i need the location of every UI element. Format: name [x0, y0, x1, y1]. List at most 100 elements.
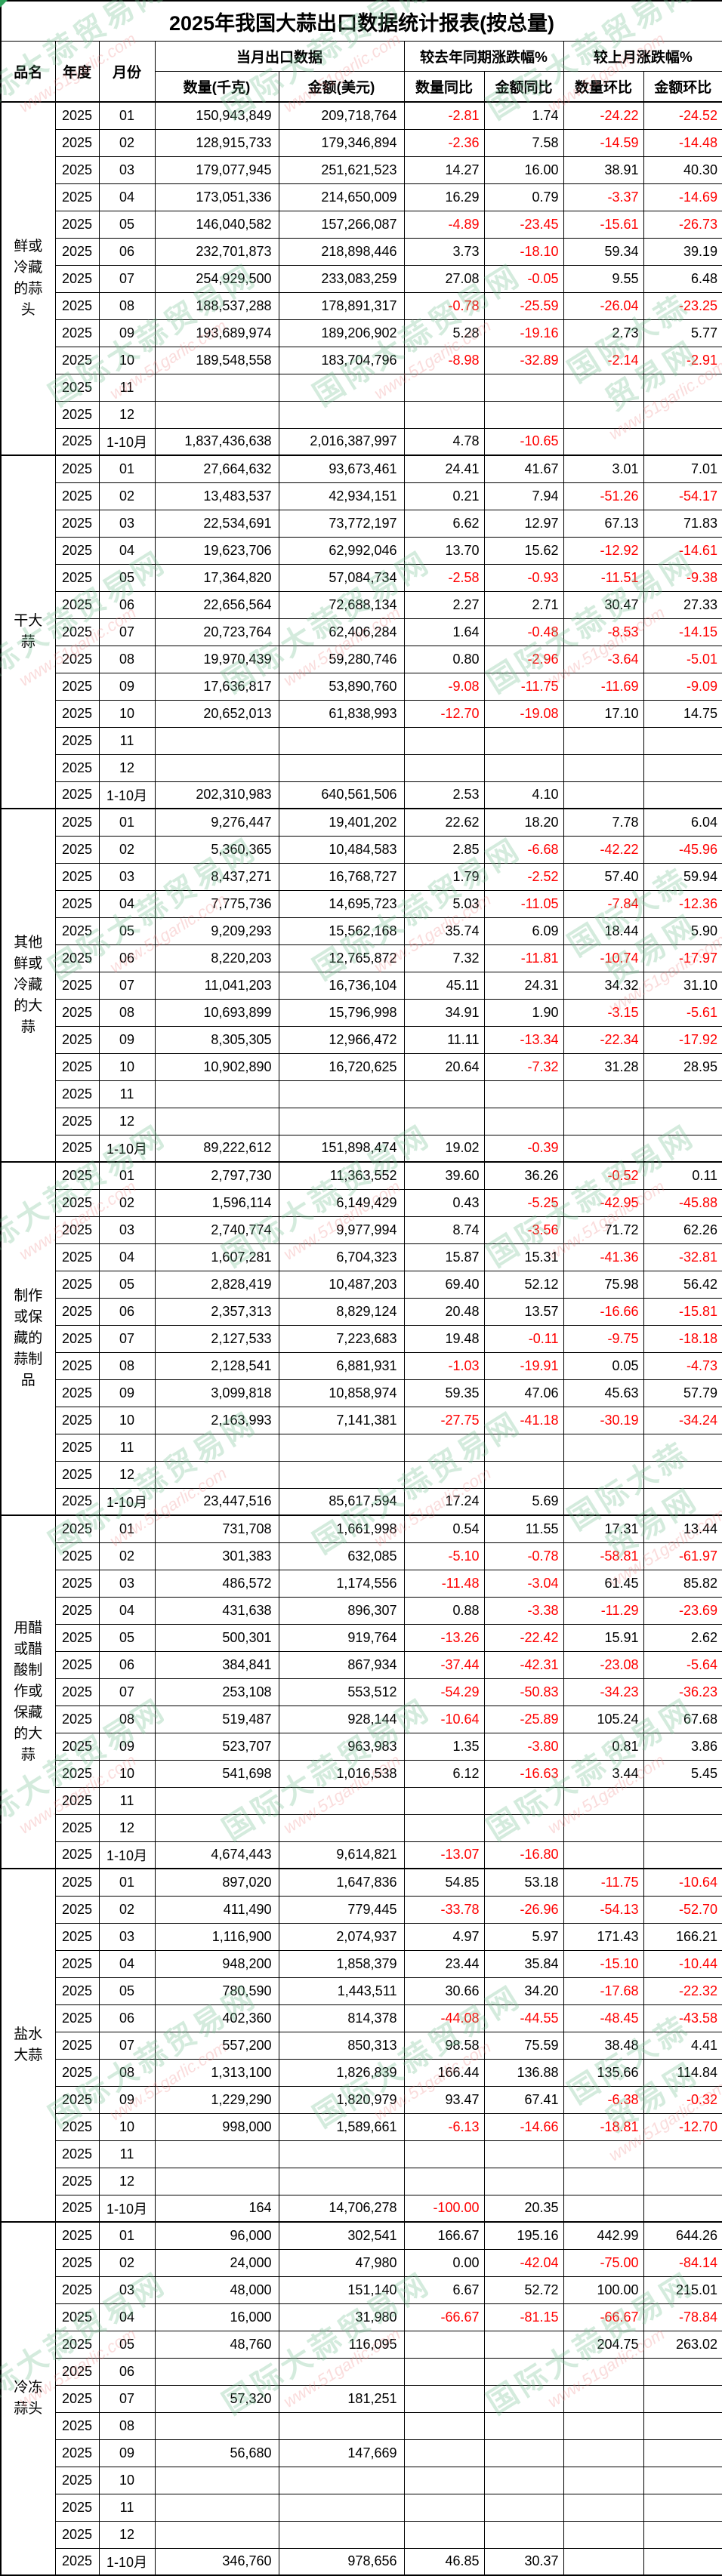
cell-amount-mom	[643, 2357, 722, 2386]
cell-quantity	[154, 726, 279, 755]
cell-month: 08	[98, 1705, 156, 1733]
cell-amount: 251,621,523	[278, 156, 405, 184]
cell-amount	[278, 2466, 405, 2494]
cell-amount-mom: 40.30	[643, 156, 722, 184]
total-row: 2025 1-10月 4,674,443 9,614,821 -13.07 -16.80	[1, 1841, 722, 1869]
table-row: 2025 05 9,209,293 15,562,168 35.74 6.09 18.44 5…	[1, 917, 722, 945]
cell-quantity	[154, 2411, 279, 2440]
cell-amount-yoy: 15.31	[483, 1243, 564, 1271]
cell-qty-mom	[563, 2493, 644, 2522]
cell-amount-mom: 31.10	[643, 971, 722, 1000]
table-row: 2025 03 486,572 1,174,556 -11.48 -3.04 61.45 85…	[1, 1569, 722, 1598]
cell-amount: 62,406,284	[278, 618, 405, 646]
cell-quantity: 541,698	[154, 1759, 279, 1788]
cell-qty-mom: -41.36	[563, 1243, 644, 1271]
cell-quantity: 19,623,706	[154, 536, 279, 565]
cell-year: 2025	[54, 291, 100, 320]
cell-amount-mom: -43.58	[643, 2004, 722, 2032]
cell-quantity: 523,707	[154, 1732, 279, 1761]
cell-amount-yoy: -19.16	[483, 319, 564, 347]
cell-amount	[278, 753, 405, 782]
cell-quantity: 411,490	[154, 1895, 279, 1924]
cell-quantity: 150,943,849	[154, 101, 279, 130]
cell-qty-yoy: -2.58	[403, 563, 485, 592]
cell-qty-mom: 34.32	[563, 971, 644, 1000]
cell-month: 10	[98, 1052, 156, 1081]
cell-qty-mom: -2.14	[563, 346, 644, 374]
cell-amount: 1,589,661	[278, 2112, 405, 2141]
table-row: 2025 09 3,099,818 10,858,974 59.35 47.06 45.63…	[1, 1379, 722, 1407]
cell-quantity	[154, 753, 279, 782]
cell-qty-yoy: 27.08	[403, 264, 485, 293]
cell-month: 01	[98, 1868, 156, 1897]
cell-quantity: 1,607,281	[154, 1243, 279, 1271]
cell-year: 2025	[54, 1732, 100, 1761]
cell-qty-mom: -24.22	[563, 101, 644, 130]
cell-qty-mom: -9.75	[563, 1324, 644, 1353]
cell-amount: 151,898,474	[278, 1134, 405, 1163]
cell-amount-mom: -34.24	[643, 1406, 722, 1434]
cell-qty-yoy: 3.73	[403, 237, 485, 266]
cell-amount: 640,561,506	[278, 781, 405, 809]
cell-qty-yoy	[403, 400, 485, 429]
cell-qty-yoy: 19.02	[403, 1134, 485, 1163]
cell-month: 1-10月	[98, 1487, 156, 1516]
cell-amount-yoy: 7.58	[483, 128, 564, 157]
cell-amount	[278, 2493, 405, 2522]
cell-qty-yoy: 35.74	[403, 917, 485, 945]
cell-month: 01	[98, 454, 156, 483]
cell-amount: 11,363,552	[278, 1161, 405, 1190]
cell-month: 1-10月	[98, 2547, 156, 2576]
table-row: 2025 12	[1, 1813, 722, 1842]
cell-amount-mom: 56.42	[643, 1270, 722, 1299]
table-row: 2025 10 2,163,993 7,141,381 -27.75 -41.18 -30.…	[1, 1406, 722, 1434]
cell-qty-yoy: -1.03	[403, 1351, 485, 1380]
cell-amount-mom: -2.91	[643, 346, 722, 374]
cell-year: 2025	[54, 346, 100, 374]
cell-amount: 157,266,087	[278, 210, 405, 239]
cell-amount-mom: 62.26	[643, 1216, 722, 1244]
cell-quantity: 146,040,582	[154, 210, 279, 239]
table-row: 2025 11	[1, 1786, 722, 1815]
cell-qty-mom: -11.69	[563, 672, 644, 701]
cell-year: 2025	[54, 2493, 100, 2522]
cell-qty-mom: 3.44	[563, 1759, 644, 1788]
cell-year: 2025	[54, 1895, 100, 1924]
table-row: 2025 04 948,200 1,858,379 23.44 35.84 -15.10 -1…	[1, 1949, 722, 1978]
cell-year: 2025	[54, 590, 100, 619]
cell-year: 2025	[54, 1623, 100, 1652]
cell-quantity: 2,740,774	[154, 1216, 279, 1244]
cell-amount-yoy: 35.84	[483, 1949, 564, 1978]
table-row: 2025 02 301,383 632,085 -5.10 -0.78 -58.81 -61.…	[1, 1542, 722, 1570]
cell-quantity	[154, 2357, 279, 2386]
cell-amount-mom: -45.96	[643, 835, 722, 864]
table-row: 2025 03 1,116,900 2,074,937 4.97 5.97 171.43 16…	[1, 1922, 722, 1951]
cell-year: 2025	[54, 2276, 100, 2304]
cell-amount-yoy: -7.32	[483, 1052, 564, 1081]
cell-year: 2025	[54, 1977, 100, 2005]
cell-quantity: 8,437,271	[154, 862, 279, 891]
table-row: 2025 05 17,364,820 57,084,734 -2.58 -0.93 -11.…	[1, 563, 722, 592]
cell-month: 12	[98, 1460, 156, 1489]
cell-amount	[278, 2140, 405, 2168]
cell-amount-yoy: 0.79	[483, 183, 564, 211]
cell-qty-mom: -12.92	[563, 536, 644, 565]
cell-amount: 2,074,937	[278, 1922, 405, 1951]
cell-amount-mom: -14.15	[643, 618, 722, 646]
cell-amount-yoy: 52.12	[483, 1270, 564, 1299]
cell-qty-mom: -3.64	[563, 645, 644, 673]
cell-month: 02	[98, 1895, 156, 1924]
table-row: 2025 05 48,760 116,095 204.75 263.02	[1, 2330, 722, 2359]
cell-quantity: 22,534,691	[154, 509, 279, 538]
cell-qty-mom: 100.00	[563, 2276, 644, 2304]
cell-amount-yoy: -19.91	[483, 1351, 564, 1380]
cell-year: 2025	[54, 672, 100, 701]
cell-month: 08	[98, 1351, 156, 1380]
cell-amount-mom	[643, 1841, 722, 1869]
cell-qty-yoy	[403, 1786, 485, 1815]
cell-qty-yoy: 2.27	[403, 590, 485, 619]
table-row: 2025 10 541,698 1,016,538 6.12 -16.63 3.44 5.45	[1, 1759, 722, 1788]
cell-month: 11	[98, 2493, 156, 2522]
cell-amount: 16,720,625	[278, 1052, 405, 1081]
table-row: 2025 07 11,041,203 16,736,104 45.11 24.31 34.3…	[1, 971, 722, 1000]
